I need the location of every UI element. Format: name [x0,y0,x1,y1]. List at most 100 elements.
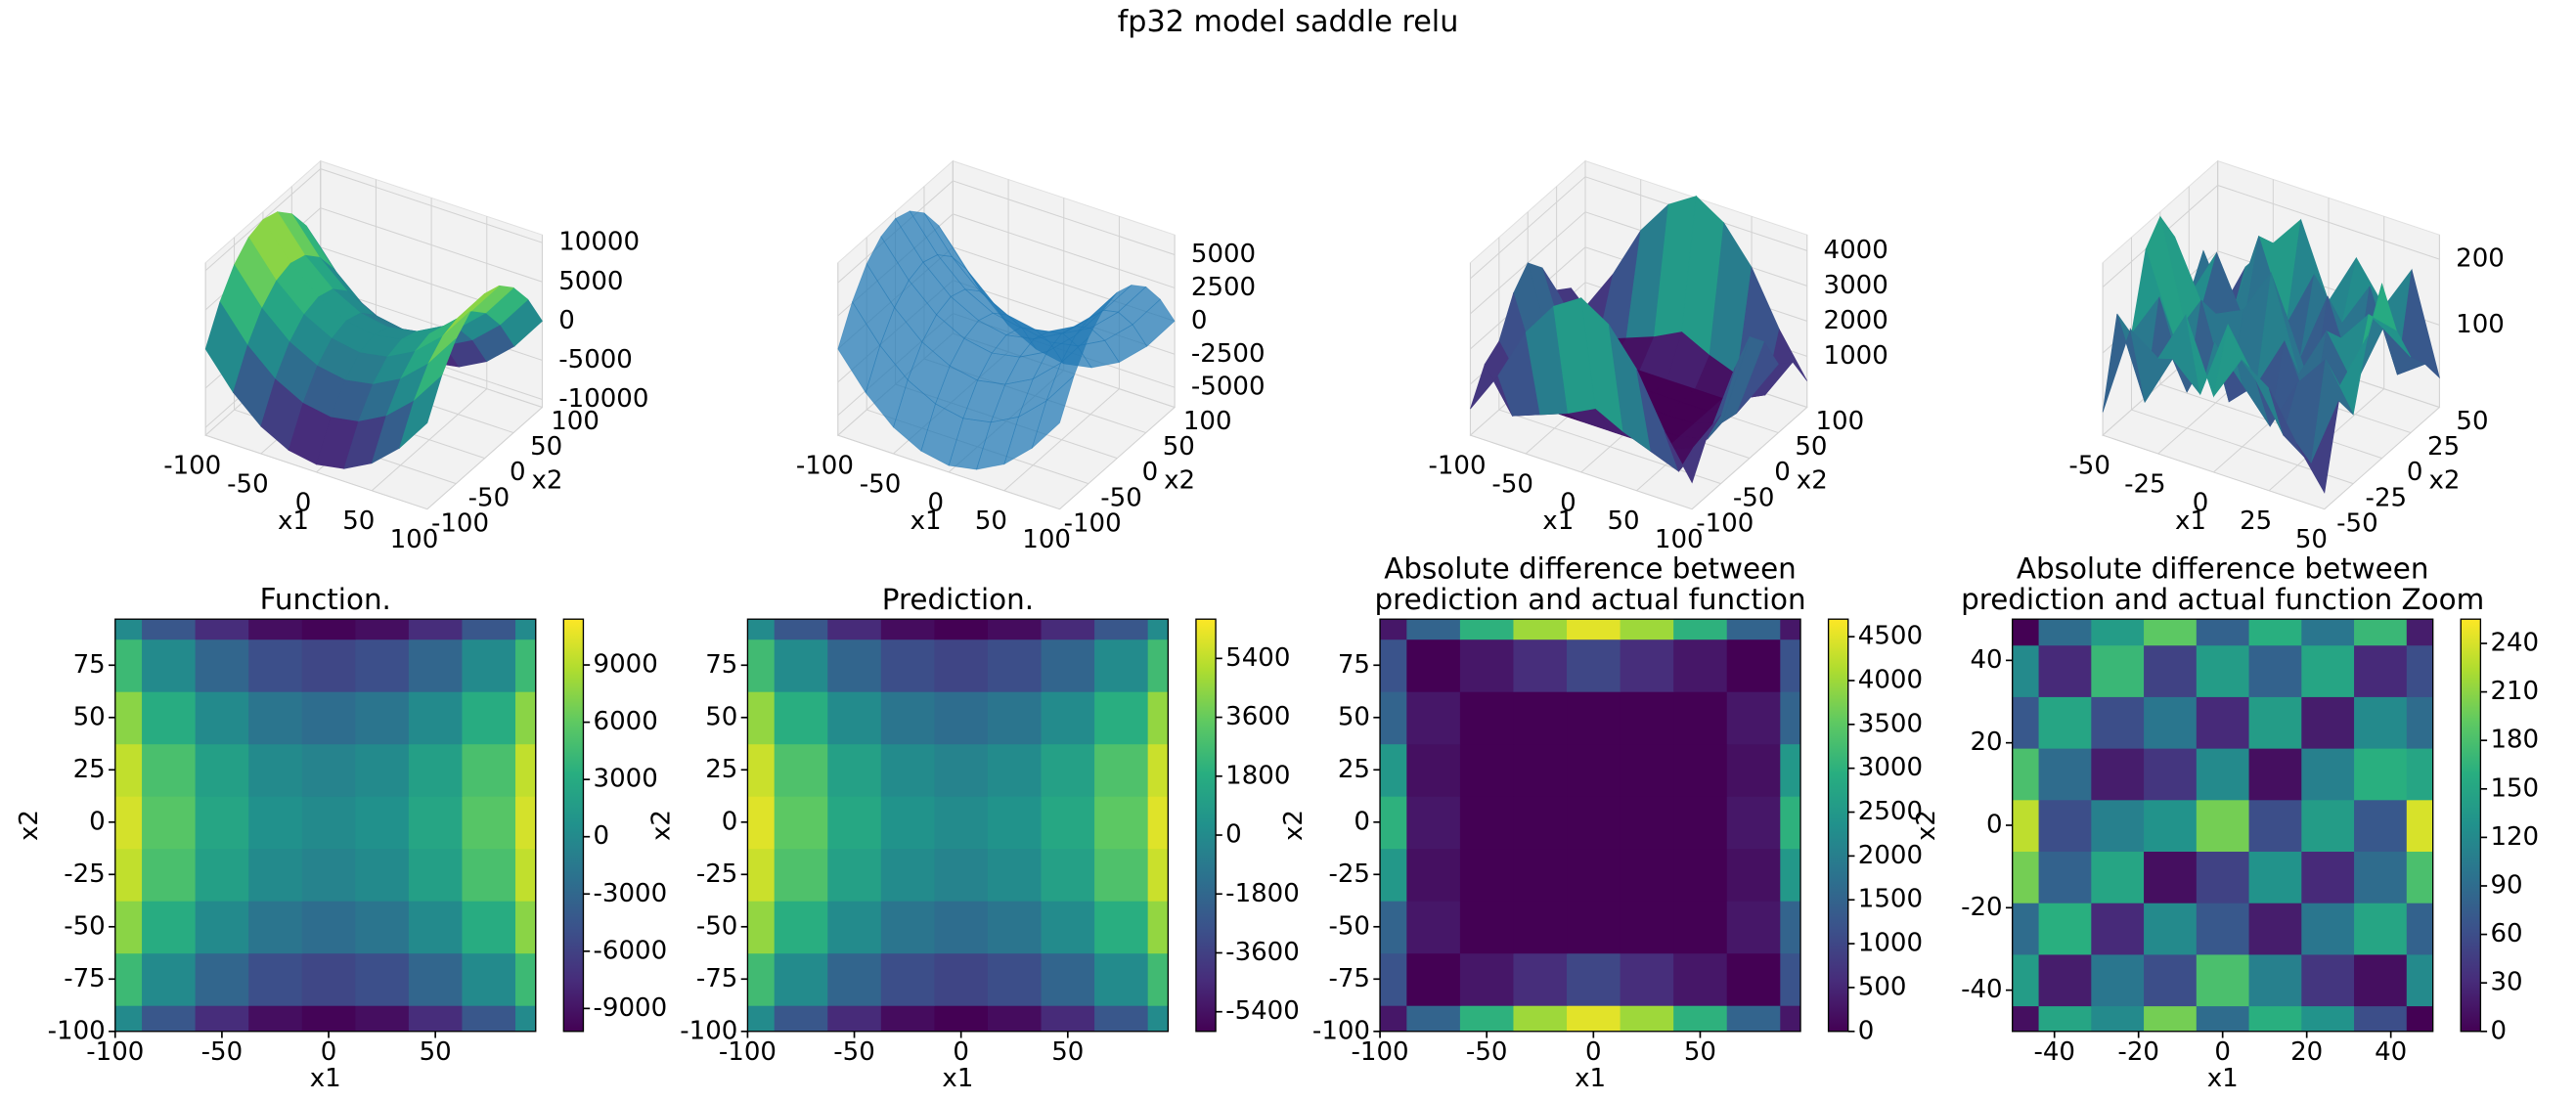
y-tick-label: 25 [705,755,737,784]
y-tick-label: -25 [696,860,737,889]
contour-cell [880,848,936,902]
x-axis-label: x1 [2175,507,2206,536]
contour-cell [1513,796,1568,850]
contour-cell [774,619,828,640]
plot-title: prediction and actual function Zoom [1961,583,2484,616]
contour-cell [408,1005,464,1032]
contour-cell [774,901,828,954]
y-tick-label: -100 [1312,1016,1370,1045]
contour-cell [2144,696,2198,749]
contour-cell [355,796,410,850]
colorbar-tick-label: 4500 [1858,622,1923,651]
y-tick-label: 25 [1338,755,1370,784]
grid-line [837,262,1060,510]
axes-frame [746,618,1170,1033]
x-tick-label: 50 [420,1037,452,1067]
contour-cell [774,639,828,692]
contour-cell [1380,743,1408,797]
contour-cell [2012,747,2040,801]
colorbar [562,618,585,1033]
contour-cell [2354,619,2408,646]
contour-cell [774,848,828,902]
colorbar-tick-label: 4000 [1858,665,1923,694]
contour-cell [1513,952,1568,1006]
contour-cell [142,639,197,692]
contour-cell [1406,691,1461,745]
y-tick-label: 0 [510,458,526,487]
contour-cell [2038,799,2092,853]
contour-plot [1380,619,1801,1032]
z-tick-label: 0 [558,306,575,335]
x-tick-label: 0 [927,488,944,517]
contour-cell [142,743,197,797]
contour-cell [2406,1005,2433,1032]
contour-cell [1380,796,1408,850]
contour-cell [2248,696,2302,749]
contour-cell [1673,691,1728,745]
x-tick-label: 50 [2295,525,2328,554]
plot-title: prediction and actual function [1374,583,1805,616]
contour-cell [1459,639,1515,692]
contour-cell [1094,691,1149,745]
contour-cell [248,691,303,745]
contour-cell [515,691,536,745]
colorbar-tick-label: 9000 [594,650,658,680]
contour-cell [1673,1005,1728,1032]
contour-cell [515,619,536,640]
contour-cell [2091,903,2145,955]
contour-cell [1780,848,1801,902]
contour-cell [1094,639,1149,692]
y-tick-label: -50 [2336,508,2378,538]
contour-cell [195,743,249,797]
x-tick-label: -50 [201,1037,244,1067]
y-tick-label: 50 [705,702,737,731]
colorbar-tick-label: 120 [2490,822,2539,852]
contour-cell [2301,1005,2355,1032]
x-tick-label: -20 [2117,1037,2159,1067]
y-tick-label: 25 [73,755,106,784]
contour-cell [1094,952,1149,1006]
contour-cell [462,901,516,954]
y-tick-label: 50 [1163,432,1195,462]
x-tick-label: 0 [1585,1037,1602,1067]
colorbar-tick-label: 60 [2490,919,2522,948]
contour-cell [462,848,516,902]
contour-cell [1513,848,1568,902]
z-tick-label: 10000 [558,228,640,257]
surface-patch [1031,375,1075,450]
y-tick-label: -25 [2366,483,2408,512]
contour-cell [1147,639,1169,692]
contour-cell [827,848,882,902]
colorbar [1195,618,1217,1033]
contour-cell [1673,619,1728,640]
contour-cell [747,796,776,850]
y-tick-label: -100 [1696,508,1754,538]
contour-cell [1041,639,1095,692]
contour-cell [1673,796,1728,850]
contour-cell [987,1005,1043,1032]
contour-cell [2091,644,2145,697]
contour-cell [747,619,776,640]
contour-cell [114,743,143,797]
contour-plot [2012,619,2433,1032]
contour-cell [827,619,882,640]
surface-patch [398,375,443,450]
axes-frame [1379,618,1801,1033]
contour-cell [142,691,197,745]
contour-cell [355,901,410,954]
colorbar-tick-label: -9000 [594,993,668,1023]
z-tick-label: 5000 [1191,240,1256,269]
colorbar-tick-label: 3500 [1858,709,1923,738]
grid-line [2102,184,2440,288]
contour-cell [2301,799,2355,853]
contour-cell [301,1005,356,1032]
contour-cell [1459,743,1515,797]
plot-title: Function. [260,583,391,616]
contour-cell [114,796,143,850]
contour-cell [827,743,882,797]
contour-cell [1380,619,1408,640]
contour-cell [827,639,882,692]
z-tick-label: -5000 [1191,373,1266,402]
x-tick-label: -100 [719,1037,777,1067]
contour-cell [248,848,303,902]
